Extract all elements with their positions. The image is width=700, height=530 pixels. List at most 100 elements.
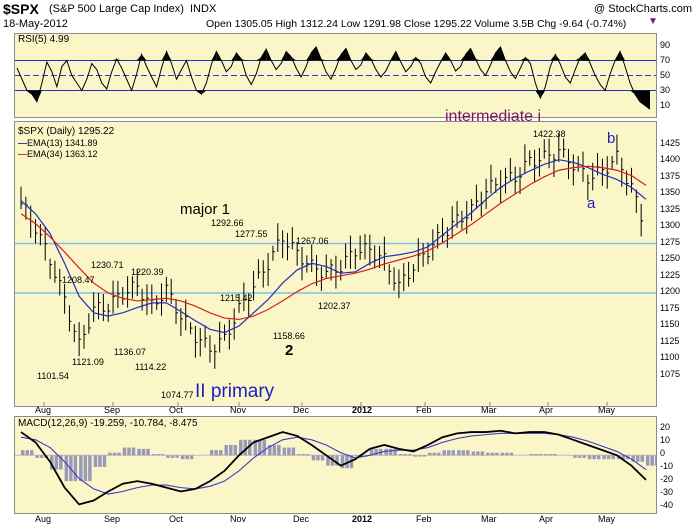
macd-histogram-bar — [151, 454, 156, 456]
macd-histogram-bar — [413, 455, 417, 457]
macd-histogram-bar — [393, 448, 397, 456]
price-x-tick-label: Feb — [416, 405, 432, 415]
label-1422: 1422.38 — [533, 129, 566, 139]
macd-histogram-bar — [326, 455, 330, 466]
macd-histogram-bar — [268, 444, 272, 456]
macd-histogram-bar — [384, 448, 388, 456]
macd-histogram-bar — [447, 450, 451, 456]
rsi-oversold-fill — [36, 90, 42, 102]
macd-tick-label: 20 — [660, 422, 671, 433]
price-tick-label: 1225 — [660, 269, 681, 280]
price-tick-label: 1425 — [660, 137, 681, 148]
macd-x-tick-label: May — [598, 514, 616, 524]
rsi-overbought-fill — [465, 48, 471, 61]
macd-x-tick-label: Oct — [169, 514, 184, 524]
macd-histogram-bar — [291, 447, 296, 456]
rsi-overbought-fill — [111, 59, 117, 61]
macd-histogram-bar — [228, 444, 233, 456]
label-1158: 1158.66 — [273, 331, 305, 341]
price-x-tick-label: Sep — [104, 405, 121, 415]
rsi-tick-label: 30 — [660, 84, 671, 95]
price-tick-label: 1200 — [660, 286, 681, 296]
macd-histogram-bar — [102, 455, 107, 467]
macd-histogram-bar — [635, 455, 640, 462]
macd-histogram-bar — [611, 455, 615, 460]
macd-histogram-bar — [141, 448, 146, 456]
wave-2: 2 — [285, 342, 294, 359]
rsi-overbought-fill — [620, 51, 626, 61]
macd-histogram-bar — [432, 452, 436, 456]
macd-histogram-bar — [108, 452, 112, 456]
price-x-tick-label: May — [598, 405, 616, 415]
macd-line — [20, 429, 647, 506]
rsi-panel — [14, 33, 657, 118]
macd-histogram-bar — [316, 455, 320, 461]
ema34-line — [20, 165, 647, 321]
macd-histogram-bar — [21, 450, 25, 456]
rsi-overbought-fill — [286, 51, 292, 61]
price-tick-label: 1350 — [660, 187, 681, 197]
rsi-overbought-fill — [141, 54, 147, 61]
macd-histogram-bar — [355, 455, 359, 457]
macd-histogram-bar — [156, 454, 160, 456]
macd-x-tick-label: Feb — [416, 514, 432, 524]
macd-histogram-bar — [359, 455, 364, 457]
price-x-tick-label: Mar — [481, 405, 497, 415]
macd-histogram-bar — [655, 455, 656, 466]
chart-date: 18-May-2012 — [3, 18, 68, 30]
macd-histogram-bar — [59, 455, 63, 470]
price-tick-label: 1250 — [660, 253, 681, 263]
macd-x-tick-label: Aug — [35, 514, 52, 524]
rsi-line — [16, 46, 651, 110]
macd-histogram-bar — [596, 455, 601, 460]
macd-histogram-bar — [180, 455, 185, 460]
source-label: @ StockCharts.com — [594, 3, 692, 15]
wave-major-1: major 1 — [180, 201, 231, 218]
macd-histogram-bar — [122, 447, 127, 456]
label-1277: 1277.55 — [235, 229, 268, 239]
price-x-tick-label: Apr — [539, 405, 554, 415]
dropdown-icon[interactable]: ▼ — [648, 16, 658, 27]
price-x-tick-label: Dec — [293, 405, 310, 415]
price-tick-label: 1150 — [660, 319, 680, 329]
rsi-oversold-fill — [645, 90, 650, 110]
price-x-tick-label: Nov — [230, 405, 247, 415]
macd-histogram-bar — [189, 455, 194, 460]
macd-histogram-bar — [25, 450, 29, 456]
macd-histogram-bar — [538, 454, 543, 456]
macd-histogram-bar — [262, 439, 267, 456]
macd-histogram-bar — [573, 455, 577, 458]
macd-histogram-bar — [160, 454, 165, 456]
macd-histogram-bar — [239, 439, 243, 456]
macd-tick-label: -40 — [660, 500, 674, 510]
macd-signal-line — [20, 432, 647, 495]
label-1230: 1230.71 — [91, 260, 124, 270]
macd-histogram-bar — [73, 455, 78, 482]
price-tick-label: 1175 — [660, 302, 680, 313]
macd-histogram-bar — [548, 454, 553, 456]
rsi-title: RSI(5) 4.99 — [18, 34, 70, 45]
rsi-overbought-fill — [550, 54, 556, 61]
macd-histogram-bar — [282, 447, 287, 456]
macd-histogram-bar — [388, 448, 393, 456]
price-tick-label: 1325 — [660, 203, 681, 214]
chart-name: (S&P 500 Large Cap Index) — [49, 3, 184, 15]
macd-histogram-bar — [640, 455, 644, 462]
rsi-overbought-fill — [475, 59, 481, 61]
price-tick-label: 1100 — [660, 352, 680, 362]
macd-tick-label: -30 — [660, 487, 674, 498]
macd-histogram-bar — [471, 451, 476, 456]
rsi-overbought-fill — [116, 59, 122, 61]
label-1220: 1220.39 — [131, 267, 164, 277]
price-tick-label: 1375 — [660, 170, 681, 181]
macd-title: MACD(12,26,9) -19.259, -10.784, -8.475 — [18, 418, 198, 429]
macd-histogram-bar — [233, 444, 237, 456]
label-1267: 1267.06 — [296, 236, 329, 246]
rsi-overbought-fill — [585, 53, 591, 61]
rsi-overbought-fill — [231, 53, 237, 61]
rsi-overbought-fill — [460, 54, 466, 61]
macd-histogram-bar — [587, 455, 592, 460]
rsi-overbought-fill — [321, 59, 327, 61]
macd-histogram-bar — [461, 450, 466, 456]
price-tick-label: 1125 — [660, 335, 680, 346]
